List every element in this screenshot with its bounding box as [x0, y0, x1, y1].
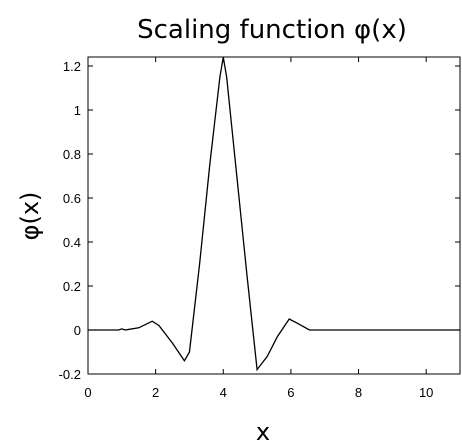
y-tick-label: -0.2: [59, 367, 81, 382]
axis-ticks: 0 2 4 6 8 10-0.200.20.40.60.811.2: [59, 57, 460, 400]
x-tick-label: 0: [84, 385, 91, 400]
y-tick-label: 0.8: [63, 147, 81, 162]
x-tick-label: 4: [220, 385, 227, 400]
y-axis-label: φ(x): [16, 192, 44, 241]
y-tick-label: 0.6: [63, 191, 81, 206]
x-tick-label: 8: [355, 385, 362, 400]
x-tick-label: 2: [152, 385, 159, 400]
x-axis-label: x: [256, 418, 270, 445]
y-tick-label: 0: [74, 323, 81, 338]
x-tick-label: 6: [287, 385, 294, 400]
series-line: [88, 57, 460, 372]
y-tick-label: 1: [74, 103, 81, 118]
y-tick-label: 1.2: [63, 59, 81, 74]
y-tick-label: 0.2: [63, 279, 81, 294]
x-tick-label: 10: [419, 385, 433, 400]
chart-title: Scaling function φ(x): [137, 15, 407, 45]
plot-frame: [87, 56, 461, 375]
y-tick-label: 0.4: [63, 235, 81, 250]
